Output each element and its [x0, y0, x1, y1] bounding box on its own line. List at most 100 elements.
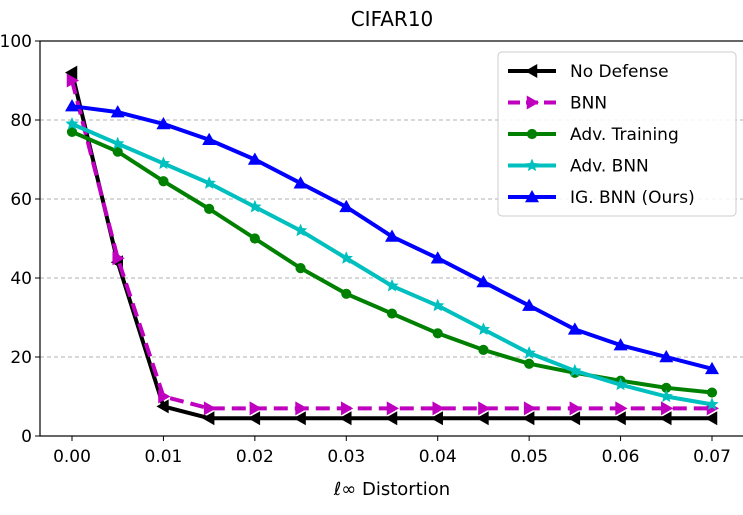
data-point [202, 411, 215, 426]
legend-item: BNN [508, 94, 607, 114]
data-point [295, 401, 308, 416]
legend-item: Adv. Training [508, 125, 679, 145]
data-point [659, 411, 672, 426]
data-point [705, 411, 718, 426]
data-point [431, 298, 445, 312]
data-point [248, 199, 262, 213]
series-layer [65, 65, 719, 426]
data-point [705, 397, 719, 411]
data-point [65, 65, 78, 80]
data-point [293, 223, 308, 237]
plot-area-frame [39, 40, 743, 437]
x-axis-label: ℓ∞ Distortion [333, 479, 450, 500]
data-point [524, 358, 535, 369]
data-point [65, 99, 79, 112]
legend: No Defense BNN Adv. Training Adv. BNN IG. BN… [497, 51, 737, 217]
y-tick-label: 100 [0, 32, 32, 52]
data-point [110, 105, 125, 118]
data-point [659, 350, 674, 363]
data-point [569, 401, 582, 416]
x-tick-label: 0.07 [693, 447, 731, 467]
series-0 [65, 65, 718, 426]
data-point [432, 401, 445, 416]
legend-item: No Defense [508, 62, 669, 82]
data-point [432, 328, 443, 339]
data-point [385, 278, 399, 292]
data-point [661, 382, 672, 393]
data-point [567, 411, 581, 426]
y-tick-label: 80 [10, 111, 32, 131]
y-tick-label: 20 [10, 348, 32, 368]
data-point [615, 401, 628, 416]
legend-marker [525, 158, 539, 172]
data-point [247, 411, 261, 426]
data-point [65, 116, 79, 130]
data-point [661, 401, 674, 416]
x-axis-ticks: 0.00 0.01 0.02 0.03 0.04 0.05 0.06 0.07 [53, 436, 731, 467]
data-point [386, 401, 399, 416]
legend-item: IG. BNN (Ours) [508, 188, 695, 208]
data-point [476, 274, 491, 288]
data-point [478, 401, 491, 416]
data-point [476, 322, 491, 336]
data-point [613, 338, 628, 351]
data-point [203, 401, 217, 416]
legend-label: IG. BNN (Ours) [570, 188, 695, 208]
data-point [66, 73, 79, 88]
data-point [430, 251, 445, 264]
series-1 [66, 73, 719, 416]
data-point [112, 251, 125, 266]
data-point [249, 401, 262, 416]
data-point [385, 411, 398, 426]
data-point [156, 399, 169, 414]
data-point [386, 308, 398, 319]
series-3 [65, 116, 719, 411]
y-tick-label: 60 [10, 190, 32, 210]
data-point [478, 344, 489, 355]
y-axis-ticks: 0 20 40 60 80 100 [0, 32, 40, 447]
chart-title: CIFAR10 [351, 7, 434, 31]
x-tick-label: 0.00 [53, 447, 91, 467]
x-tick-label: 0.01 [144, 447, 182, 467]
data-point [522, 298, 537, 311]
data-point [339, 251, 353, 264]
data-point [341, 288, 352, 299]
legend-marker [526, 128, 538, 140]
legend-marker [525, 190, 539, 203]
data-point [204, 203, 215, 214]
legend-label: BNN [570, 94, 607, 114]
y-tick-label: 0 [21, 427, 32, 447]
legend-box [497, 51, 737, 217]
data-point [249, 233, 260, 244]
x-tick-label: 0.03 [327, 447, 365, 467]
data-point [202, 132, 217, 145]
legend-label: Adv. Training [570, 125, 679, 145]
data-point [567, 322, 582, 335]
data-point [111, 136, 125, 150]
data-point [522, 346, 536, 359]
data-point [66, 126, 78, 137]
data-point [293, 411, 306, 426]
data-point [706, 387, 718, 398]
legend-marker [525, 64, 538, 78]
data-point [156, 116, 171, 130]
data-point [476, 411, 489, 426]
y-tick-label: 40 [10, 269, 32, 289]
legend-label: No Defense [570, 62, 669, 82]
gridlines [40, 119, 743, 358]
data-point [613, 377, 628, 391]
x-tick-label: 0.05 [510, 447, 548, 467]
data-point [341, 401, 354, 416]
legend-label: Adv. BNN [570, 157, 649, 177]
data-point [112, 146, 123, 157]
data-point [523, 401, 537, 416]
data-point [659, 389, 673, 403]
x-tick-label: 0.04 [419, 447, 457, 467]
data-point [247, 152, 262, 165]
data-point [156, 156, 171, 170]
data-point [339, 199, 354, 213]
data-point [568, 363, 582, 377]
legend-item: Adv. BNN [508, 157, 649, 177]
data-point [385, 229, 399, 242]
